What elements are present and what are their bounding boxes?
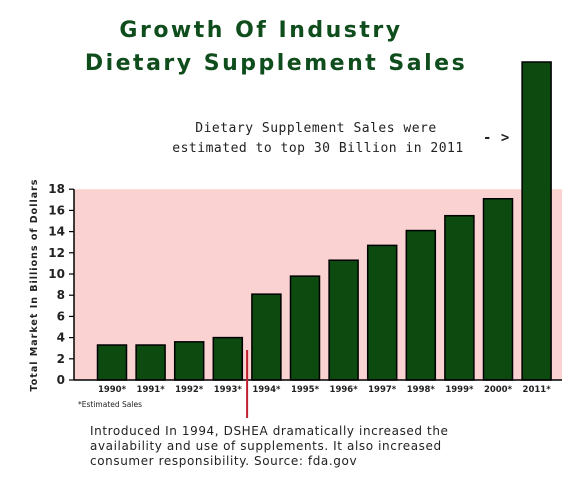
x-tick-label: 1991* xyxy=(137,385,166,395)
bar-1991 xyxy=(135,344,166,381)
x-tick-label: 1993* xyxy=(214,385,243,395)
bars xyxy=(96,61,552,381)
y-tick-label: 8 xyxy=(57,288,65,302)
y-axis-label: Total Market In Billions of Dollars xyxy=(29,179,40,392)
y-tick-label: 14 xyxy=(48,225,65,239)
bar-1992 xyxy=(173,341,205,381)
x-tick-label: 1992* xyxy=(175,385,204,395)
bar-1999 xyxy=(444,214,475,381)
estimated-sales-note: *Estimated Sales xyxy=(78,400,142,409)
x-tick-label: 1990* xyxy=(98,385,127,395)
bar-2000 xyxy=(482,197,514,381)
x-tick-label: 1999* xyxy=(445,385,474,395)
annotation-line-1: Dietary Supplement Sales were xyxy=(195,121,436,136)
y-tick-label: 16 xyxy=(48,203,65,217)
y-tick-label: 0 xyxy=(57,373,65,387)
footnote-line-3: consumer responsibility. Source: fda.gov xyxy=(90,454,357,468)
bar-1997 xyxy=(366,244,398,381)
bar-1994 xyxy=(251,293,282,381)
y-axis: 0 2 4 6 8 10 12 14 16 18 xyxy=(48,182,75,387)
footnote-line-1: Introduced In 1994, DSHEA dramatically i… xyxy=(90,424,449,438)
bar-2011 xyxy=(521,61,552,381)
x-tick-label: 1997* xyxy=(368,385,397,395)
annotation-arrow: - > xyxy=(483,130,510,146)
x-axis: 1990* 1991* 1992* 1993* 1994* 1995* 1996* 1997*… xyxy=(74,379,562,395)
y-tick-label: 12 xyxy=(48,246,65,260)
y-tick-label: 4 xyxy=(57,331,65,345)
footnote-line-2: availability and use of supplements. It … xyxy=(90,439,442,453)
bar-1993 xyxy=(212,336,244,381)
x-tick-label: 1996* xyxy=(330,385,359,395)
bar-1998 xyxy=(405,229,437,381)
y-tick-label: 6 xyxy=(57,309,65,323)
x-tick-label: 2011* xyxy=(523,385,552,395)
bar-1996 xyxy=(328,259,359,381)
annotation-line-2: estimated to top 30 Billion in 2011 xyxy=(172,141,463,156)
x-tick-label: 1994* xyxy=(252,385,281,395)
y-tick-label: 18 xyxy=(48,182,65,196)
chart-subtitle: Dietary Supplement Sales xyxy=(85,51,467,76)
x-tick-label: 1995* xyxy=(291,385,320,395)
bar-1995 xyxy=(289,275,321,381)
y-tick-label: 10 xyxy=(48,267,65,281)
bar-1990 xyxy=(96,344,128,381)
y-tick-label: 2 xyxy=(57,352,65,366)
chart-title: Growth Of Industry xyxy=(119,18,402,43)
x-tick-label: 1998* xyxy=(407,385,436,395)
x-tick-label: 2000* xyxy=(484,385,513,395)
